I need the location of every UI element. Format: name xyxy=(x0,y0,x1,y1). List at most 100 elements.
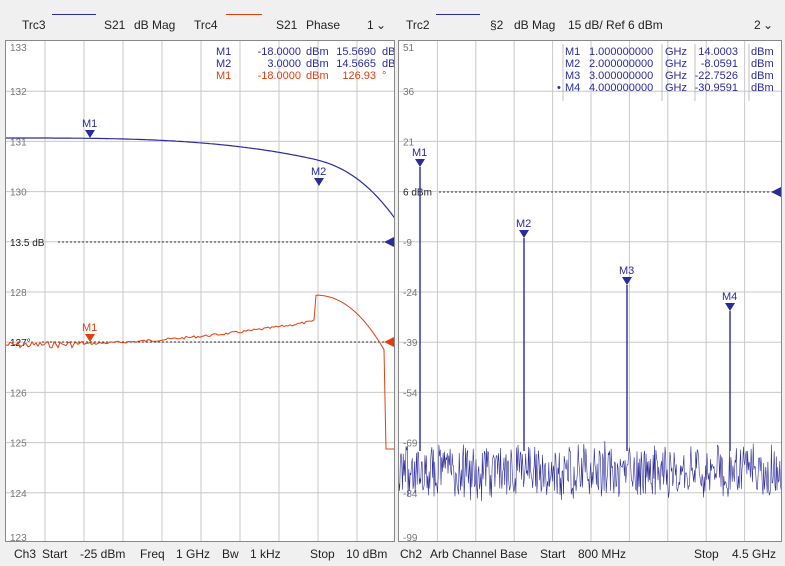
marker-info-row: M2 3.0000 dBm 14.5665 dB xyxy=(216,58,395,70)
footer-channel-ch3[interactable]: Ch3 xyxy=(14,547,37,561)
left-diagram-svg: 133 132 131 130 13.5 dB 128 127° 126 125 124 123 M1… xyxy=(6,41,395,542)
marker-flag-m1: M1 xyxy=(82,118,97,138)
footer-start-value[interactable]: 800 MHz xyxy=(578,547,627,561)
marker-info-frequency: 1.000000000 xyxy=(589,46,653,58)
left-diagram[interactable]: 133 132 131 130 13.5 dB 128 127° 126 125 124 123 M1… xyxy=(5,40,395,542)
trc4-legend-line xyxy=(226,14,262,15)
marker-triangle-icon xyxy=(622,277,632,285)
marker-info-frequency: 3.000000000 xyxy=(589,70,653,82)
marker-info-stimulus: -18.0000 xyxy=(258,46,301,58)
trc2-format[interactable]: dB Mag xyxy=(514,18,556,32)
channel-number-left: 1 xyxy=(367,18,374,32)
marker-info-value: 14.5665 xyxy=(336,58,376,70)
marker-info-stimulus: 3.0000 xyxy=(267,58,301,70)
trc3-param[interactable]: S21 xyxy=(104,18,126,32)
footer-freq-label: Freq xyxy=(140,547,165,561)
marker-flag-m2: M2 xyxy=(311,166,326,186)
y-axis-tick-label: -9 xyxy=(403,238,412,249)
marker-info-unit: dBm xyxy=(751,58,774,70)
y-axis-tick-label: 133 xyxy=(10,43,27,54)
footer-bw-value[interactable]: 1 kHz xyxy=(250,547,281,561)
footer-freq-value[interactable]: 1 GHz xyxy=(176,547,211,561)
marker-info-frequency: 4.000000000 xyxy=(589,82,653,94)
y-axis-tick-label: -84 xyxy=(403,489,418,500)
y-axis-tick-label: 127° xyxy=(10,338,31,349)
marker-flag-label: M1 xyxy=(412,147,427,159)
footer-base-label: Arb Channel Base xyxy=(430,547,528,561)
marker-info-name: M1 xyxy=(216,70,231,82)
footer-stop-label: Stop xyxy=(310,547,335,561)
marker-info-row: • M4 4.000000000 GHz -30.9591 dBm xyxy=(557,82,774,94)
y-axis-tick-label: 6 dBm xyxy=(403,188,432,199)
left-trace-header: Trc3 S21 dB Mag Trc4 S21 Phase 1 ⌄ xyxy=(0,14,396,36)
y-axis-tick-label: 36 xyxy=(403,87,415,98)
y-axis-tick-label: 123 xyxy=(10,533,27,542)
reference-arrow-db-icon xyxy=(384,237,394,247)
marker-flag-label: M2 xyxy=(516,218,531,230)
chevron-down-icon[interactable]: ⌄ xyxy=(763,18,774,32)
y-axis-tick-label: -24 xyxy=(403,288,418,299)
chevron-down-icon[interactable]: ⌄ xyxy=(376,18,387,32)
y-axis-tick-label: 13.5 dB xyxy=(10,238,45,249)
trace-label-trc3[interactable]: Trc3 xyxy=(22,18,46,32)
marker-info-unit: dBm xyxy=(751,46,774,58)
marker-info-unit: dB xyxy=(382,58,395,70)
active-marker-dot-icon: • xyxy=(557,82,561,94)
marker-flag-m1: M1 xyxy=(412,147,427,167)
y-axis-tick-label: 21 xyxy=(403,137,415,148)
trc2-legend-line xyxy=(436,14,480,15)
footer-channel-ch2[interactable]: Ch2 xyxy=(400,547,423,561)
marker-info-unit: dBm xyxy=(751,82,774,94)
trace-label-trc2[interactable]: Trc2 xyxy=(406,18,430,32)
marker-triangle-icon xyxy=(85,334,95,342)
marker-info-name: M2 xyxy=(565,58,580,70)
marker-info-value: 15.5690 xyxy=(336,46,376,58)
marker-info-value: 126.93 xyxy=(342,70,376,82)
y-axis-tick-label: 130 xyxy=(10,188,27,199)
marker-flag-m1: M1 xyxy=(82,322,97,342)
marker-triangle-icon xyxy=(85,130,95,138)
marker-info-frequency-unit: GHz xyxy=(665,70,687,82)
trc2-scale[interactable]: 15 dB/ Ref 6 dBm xyxy=(568,18,663,32)
left-channel-footer: Ch3 Start -25 dBm Freq 1 GHz Bw 1 kHz St… xyxy=(0,544,396,564)
footer-stop-value[interactable]: 10 dBm xyxy=(346,547,388,561)
marker-info-value: 14.0003 xyxy=(698,46,738,58)
marker-flag-label: M3 xyxy=(619,265,634,277)
marker-info-frequency-unit: GHz xyxy=(665,58,687,70)
marker-info-value: -30.9591 xyxy=(695,82,738,94)
footer-bw-label: Bw xyxy=(222,547,239,561)
y-axis-tick-label: 51 xyxy=(403,43,415,54)
footer-start-value[interactable]: -25 dBm xyxy=(80,547,126,561)
footer-start-label: Start xyxy=(540,547,566,561)
marker-info-row: M1 1.000000000 GHz 14.0003 dBm xyxy=(565,46,774,58)
right-diagram[interactable]: 51 36 21 6 dBm -9 -24 -39 -54 -69 -84 -99 M1 M2 M3 M4 M… xyxy=(398,40,782,542)
trc3-format[interactable]: dB Mag xyxy=(134,18,176,32)
trc4-param[interactable]: S21 xyxy=(276,18,298,32)
y-axis-tick-label: 131 xyxy=(10,137,27,148)
trc2-param[interactable]: §2 xyxy=(490,18,504,32)
y-axis-tick-label: 132 xyxy=(10,87,27,98)
reference-arrow-level-icon xyxy=(771,187,781,197)
reference-arrow-phase-icon xyxy=(384,337,394,347)
trc4-format[interactable]: Phase xyxy=(306,18,341,32)
marker-info-stimulus-unit: dBm xyxy=(306,70,329,82)
marker-flag-label: M4 xyxy=(722,291,737,303)
right-trace-header: Trc2 §2 dB Mag 15 dB/ Ref 6 dBm 2 ⌄ xyxy=(398,14,785,36)
marker-info-stimulus-unit: dBm xyxy=(306,46,329,58)
trace-label-trc4[interactable]: Trc4 xyxy=(194,18,218,32)
marker-flag-m3: M3 xyxy=(619,265,634,285)
marker-flag-m4: M4 xyxy=(722,291,737,311)
trace-trc4-phase xyxy=(6,294,394,450)
footer-start-label: Start xyxy=(42,547,68,561)
trc3-legend-line xyxy=(52,14,96,15)
marker-info-frequency-unit: GHz xyxy=(665,46,687,58)
marker-info-unit: dB xyxy=(382,46,395,58)
trace-trc3-dbmag xyxy=(6,137,394,219)
trace-trc2-noise-floor xyxy=(399,440,781,502)
marker-flag-label: M1 xyxy=(82,322,97,334)
marker-info-name: M4 xyxy=(565,82,580,94)
footer-stop-value[interactable]: 4.5 GHz xyxy=(732,547,777,561)
y-axis-tick-label: 126 xyxy=(10,388,27,399)
marker-info-value: -22.7526 xyxy=(695,70,738,82)
